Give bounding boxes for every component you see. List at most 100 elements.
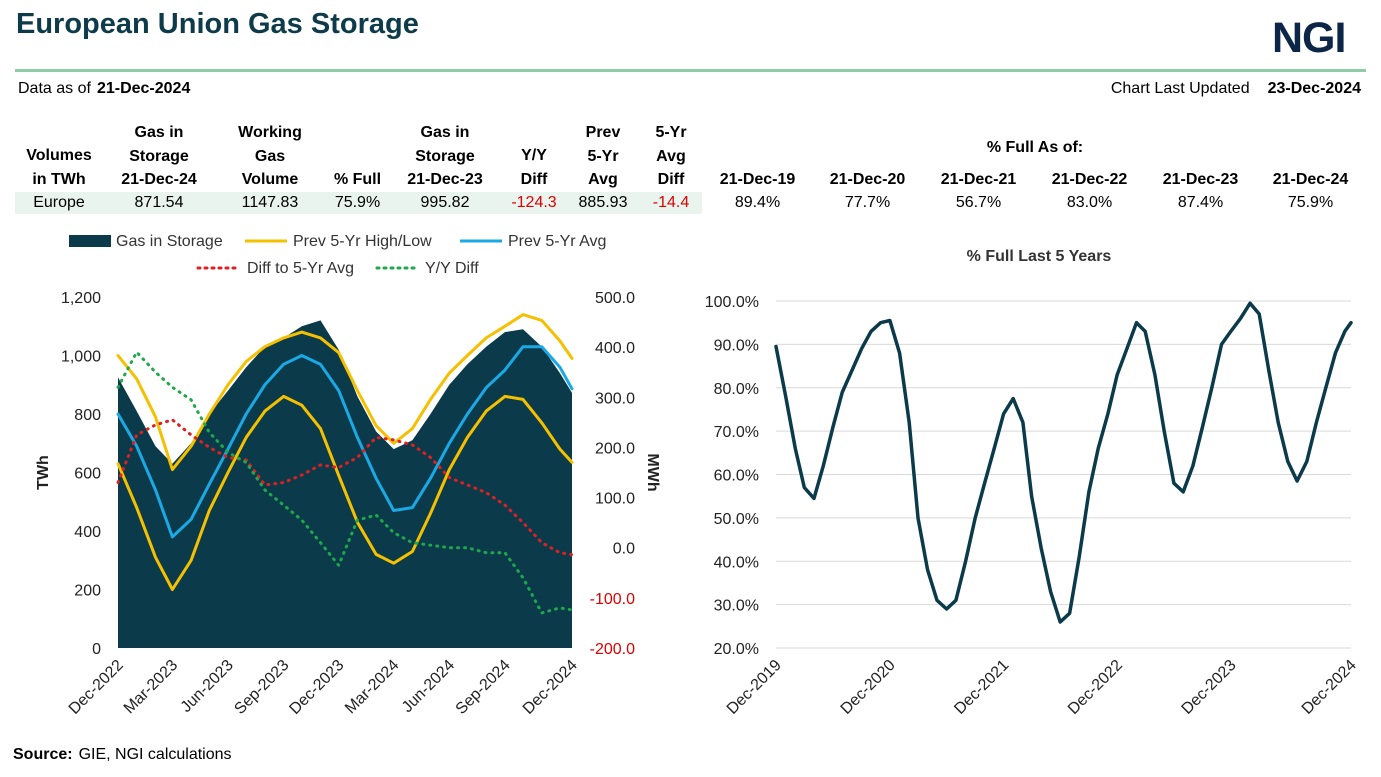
x-tick-label: Dec-2020 <box>838 657 899 718</box>
series-prev-5yr-high <box>116 313 574 472</box>
y2-tick-label: 200.0 <box>595 440 635 457</box>
row-region: Europe <box>33 194 85 211</box>
legend-label: Prev 5-Yr High/Low <box>293 233 432 250</box>
series-diff-to-5yr-avg <box>116 418 574 557</box>
y2-tick-label: 500.0 <box>595 290 635 307</box>
header-volumes: Volumes in TWh <box>15 144 103 191</box>
y-tick-label: 90.0% <box>714 337 759 354</box>
header-line: Gas in <box>420 124 470 141</box>
header-5yr-avg-diff: 5-Yr Avg Diff <box>640 121 702 192</box>
header-gas-storage-prev: Gas in Storage 21-Dec-23 <box>396 121 494 192</box>
row-gas-storage-prev: 995.82 <box>420 194 470 211</box>
series-prev-5yr-low <box>116 394 574 591</box>
row-gas-storage-now: 871.54 <box>134 194 184 211</box>
x-tick-label: Dec-2021 <box>951 657 1012 718</box>
chart-title: % Full Last 5 Years <box>967 248 1112 265</box>
y-tick-label: 80.0% <box>714 381 759 398</box>
data-as-of-label: Data as of <box>18 80 91 97</box>
series-yy-diff <box>116 350 574 615</box>
series-prev-5yr-avg <box>116 345 574 539</box>
row-working-gas: 1147.83 <box>241 194 299 211</box>
chart-updated-label: Chart Last Updated <box>1110 80 1250 97</box>
history-date: 21-Dec-20 <box>829 171 906 188</box>
y-tick-label: 20.0% <box>714 641 759 658</box>
y2-tick-label: -200.0 <box>590 641 635 658</box>
header-pct-full-as-of: % Full As of: <box>986 139 1084 156</box>
row-yy-diff: -124.3 <box>511 194 557 211</box>
y-tick-label: 0 <box>92 641 101 658</box>
x-tick-label: Mar-2023 <box>121 657 182 718</box>
page-title: European Union Gas Storage <box>16 8 419 40</box>
history-date: 21-Dec-24 <box>1272 171 1349 188</box>
y-tick-label: 1,000 <box>61 349 101 366</box>
history-date: 21-Dec-21 <box>940 171 1017 188</box>
header-line: Gas in <box>134 124 184 141</box>
series-pct-full <box>774 301 1353 624</box>
data-as-of-date: 21-Dec-2024 <box>96 80 191 97</box>
x-tick-label: Dec-2022 <box>66 657 127 718</box>
history-date: 21-Dec-19 <box>719 171 796 188</box>
chart-updated-date: 23-Dec-2024 <box>1267 80 1361 97</box>
storage-chart: Gas in Storage Prev 5-Yr High/Low Prev 5-Y… <box>35 233 661 718</box>
y-tick-label: 100.0% <box>705 294 759 311</box>
x-tick-label: Dec-2023 <box>1179 657 1240 718</box>
y2-tick-label: 100.0 <box>595 491 635 508</box>
y-axis-label: TWh <box>35 455 52 490</box>
pct-full-chart: % Full Last 5 Years 20.0% 30.0% 40.0% 50.0% 6… <box>705 248 1360 718</box>
y2-axis-label: MWh <box>644 453 661 491</box>
header-line: Volume <box>241 171 299 188</box>
x-tick-label: Sep-2024 <box>453 657 514 718</box>
ngi-logo: NGI <box>1272 14 1346 62</box>
header-line: Storage <box>129 147 189 165</box>
header-line: Diff <box>520 170 548 188</box>
x-tick-label: Jun-2023 <box>178 657 237 716</box>
legend-label: Y/Y Diff <box>425 260 479 277</box>
chart-updated: Chart Last Updated 23-Dec-2024 <box>1111 80 1361 98</box>
source-note: Source: GIE, NGI calculations <box>13 746 232 764</box>
header-line: 5-Yr <box>587 147 619 165</box>
x-tick-label: Dec-2024 <box>520 657 581 718</box>
history-value: 56.7% <box>955 194 1002 211</box>
header-gas-storage-now: Gas in Storage 21-Dec-24 <box>110 121 208 192</box>
header-line: 5-Yr <box>655 124 687 141</box>
x-tick-label: Dec-2024 <box>1299 657 1360 718</box>
legend-label: Prev 5-Yr Avg <box>508 233 606 250</box>
header-line: 21-Dec-24 <box>121 171 197 188</box>
legend-swatch-storage <box>69 235 111 247</box>
table-row-highlight <box>15 192 702 214</box>
source-text: GIE, NGI calculations <box>78 746 232 763</box>
x-tick-label: Dec-2022 <box>1065 657 1126 718</box>
y2-tick-label: 300.0 <box>595 390 635 407</box>
y-tick-label: 60.0% <box>714 468 759 485</box>
header-line: Y/Y <box>521 147 547 164</box>
data-as-of: Data as of 21-Dec-2024 <box>18 80 190 98</box>
y-tick-label: 50.0% <box>714 511 759 528</box>
history-value: 75.9% <box>1287 194 1334 211</box>
header-line: 21-Dec-23 <box>407 171 483 188</box>
y2-tick-label: -100.0 <box>590 591 635 608</box>
x-tick-label: Jun-2024 <box>399 657 458 716</box>
y2-tick-label: 400.0 <box>595 340 635 357</box>
history-value: 77.7% <box>844 194 891 211</box>
header-prev-5yr-avg: Prev 5-Yr Avg <box>572 121 634 192</box>
x-tick-label: Sep-2023 <box>231 657 292 718</box>
header-yy-diff: Y/Y Diff <box>503 144 565 191</box>
y2-tick-label: 0.0 <box>613 541 635 558</box>
header-working-gas: Working Gas Volume <box>220 121 320 192</box>
y-tick-label: 40.0% <box>714 554 759 571</box>
header-line: Diff <box>657 171 685 188</box>
y-tick-label: 1,200 <box>61 290 101 307</box>
y-tick-label: 30.0% <box>714 598 759 615</box>
history-value: 89.4% <box>734 194 781 211</box>
header-volumes-line1: Volumes <box>26 147 92 164</box>
legend-label: Gas in Storage <box>116 233 223 250</box>
history-date: 21-Dec-22 <box>1051 171 1128 188</box>
header-line: Working <box>238 124 302 141</box>
x-tick-label: Dec-2019 <box>724 657 785 718</box>
chart-legend: Gas in Storage Prev 5-Yr High/Low Prev 5-Y… <box>69 233 606 277</box>
y-tick-label: 200 <box>74 583 101 600</box>
header-volumes-line2: in TWh <box>32 170 86 188</box>
header-line: Storage <box>415 147 475 165</box>
history-value: 87.4% <box>1177 194 1224 211</box>
legend-label: Diff to 5-Yr Avg <box>247 260 354 277</box>
